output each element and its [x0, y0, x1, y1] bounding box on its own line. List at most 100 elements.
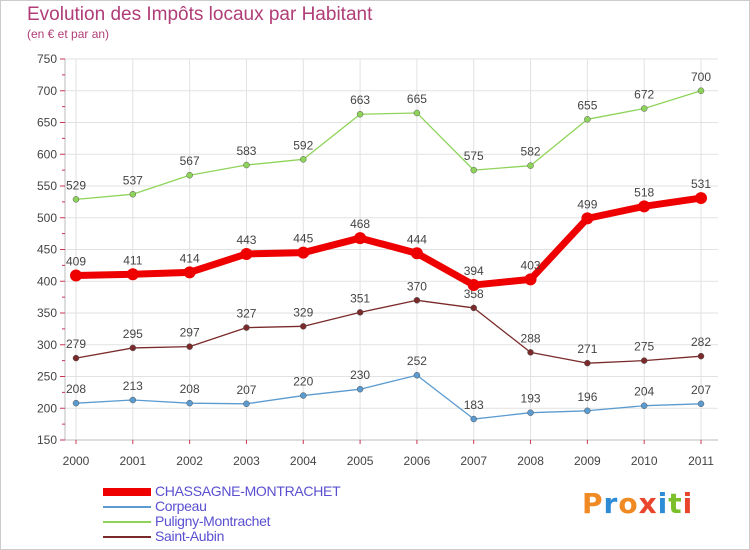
data-point-3	[527, 349, 534, 356]
x-tick-label: 2003	[233, 454, 260, 468]
x-tick-label: 2010	[631, 454, 658, 468]
data-label-3: 288	[521, 331, 541, 345]
data-label-2: 665	[407, 92, 427, 106]
data-point-1	[527, 409, 534, 416]
data-point-2	[72, 196, 80, 203]
data-point-1	[697, 400, 705, 408]
data-point-3	[186, 343, 193, 350]
data-label-3: 271	[577, 342, 597, 356]
data-label-1: 220	[293, 375, 313, 389]
legend-label-puligny: Puligny-Montrachet	[155, 513, 271, 529]
x-tick-label: 2000	[63, 454, 90, 468]
logo-letter: i	[682, 487, 694, 520]
logo-letter: P	[582, 487, 604, 520]
data-point-2	[697, 87, 705, 94]
legend-swatch-saint-aubin	[103, 536, 151, 538]
data-point-3	[129, 344, 137, 352]
data-label-3: 327	[236, 307, 256, 321]
data-point-0	[524, 273, 537, 286]
y-tick-label: 650	[37, 116, 57, 130]
y-tick-label: 550	[37, 179, 57, 193]
logo-letter: o	[618, 487, 639, 520]
data-label-0: 403	[521, 258, 541, 272]
data-point-0	[354, 232, 367, 245]
x-tick-label: 2004	[290, 454, 317, 468]
data-label-1: 208	[180, 382, 200, 396]
series-line-3	[75, 299, 702, 364]
data-point-3	[413, 297, 421, 304]
data-label-3: 358	[464, 287, 484, 301]
data-point-3	[243, 324, 250, 331]
legend-item-saint-aubin: Saint-Aubin	[103, 528, 403, 545]
data-point-3	[72, 354, 80, 362]
data-point-0	[638, 200, 651, 213]
data-label-2: 663	[350, 93, 370, 107]
y-tick-label: 600	[37, 147, 57, 161]
data-label-2: 655	[577, 98, 597, 112]
legend-label-chassagne: CHASSAGNE-MONTRACHET	[155, 483, 341, 499]
x-tick-label: 2007	[460, 454, 487, 468]
y-tick-label: 500	[37, 211, 57, 225]
data-point-0	[183, 266, 196, 279]
data-label-0: 499	[577, 197, 597, 211]
y-tick-label: 700	[37, 84, 57, 98]
data-label-0: 409	[66, 255, 86, 269]
data-label-3: 297	[180, 326, 200, 340]
data-point-2	[470, 166, 477, 174]
y-tick-label: 250	[37, 370, 57, 384]
data-label-0: 531	[691, 177, 711, 191]
data-point-0	[410, 247, 423, 260]
data-point-1	[243, 400, 250, 408]
data-point-2	[413, 109, 421, 117]
data-point-1	[413, 371, 421, 379]
data-point-2	[300, 156, 307, 163]
data-label-3: 282	[691, 335, 711, 349]
data-label-0: 518	[634, 185, 654, 199]
y-tick-label: 150	[37, 433, 57, 447]
chart-subtitle: (en € et par an)	[27, 27, 110, 41]
data-point-2	[129, 191, 137, 198]
legend-label-saint-aubin: Saint-Aubin	[155, 528, 225, 544]
data-label-0: 443	[236, 233, 256, 247]
y-tick-label: 200	[37, 401, 57, 415]
proxiti-logo: Proxiti	[582, 487, 693, 520]
data-point-2	[243, 161, 250, 169]
data-label-3: 275	[634, 340, 654, 354]
y-tick-label: 450	[37, 243, 57, 257]
data-label-3: 370	[407, 279, 427, 293]
data-label-3: 279	[66, 337, 86, 351]
legend-swatch-corpeau	[103, 506, 151, 508]
x-tick-label: 2002	[176, 454, 203, 468]
data-point-2	[527, 162, 534, 169]
data-label-1: 204	[634, 385, 654, 399]
legend-item-puligny: Puligny-Montrachet	[103, 513, 403, 530]
data-label-2: 592	[293, 138, 313, 152]
data-point-3	[697, 352, 705, 360]
data-label-1: 213	[123, 379, 143, 393]
legend-item-chassagne: CHASSAGNE-MONTRACHET	[103, 483, 403, 500]
data-point-3	[300, 323, 307, 330]
data-point-1	[129, 396, 137, 404]
x-tick-label: 2008	[517, 454, 544, 468]
data-point-1	[584, 407, 591, 415]
x-tick-label: 2005	[347, 454, 374, 468]
legend-label-corpeau: Corpeau	[155, 498, 207, 514]
data-label-1: 252	[407, 354, 427, 368]
data-label-1: 183	[464, 398, 484, 412]
x-tick-label: 2006	[404, 454, 431, 468]
data-label-1: 196	[577, 390, 597, 404]
data-point-0	[70, 269, 82, 282]
data-point-0	[297, 246, 310, 259]
series-line-2	[75, 90, 702, 200]
data-point-2	[584, 116, 591, 123]
data-label-2: 537	[123, 173, 143, 187]
data-label-1: 230	[350, 368, 370, 382]
data-label-0: 394	[464, 264, 484, 278]
data-label-3: 329	[293, 305, 313, 319]
logo-letter: i	[657, 487, 669, 520]
chart-title: Evolution des Impôts locaux par Habitant	[27, 4, 373, 25]
data-point-2	[640, 105, 648, 112]
data-point-1	[300, 392, 307, 399]
data-label-2: 583	[236, 144, 256, 158]
